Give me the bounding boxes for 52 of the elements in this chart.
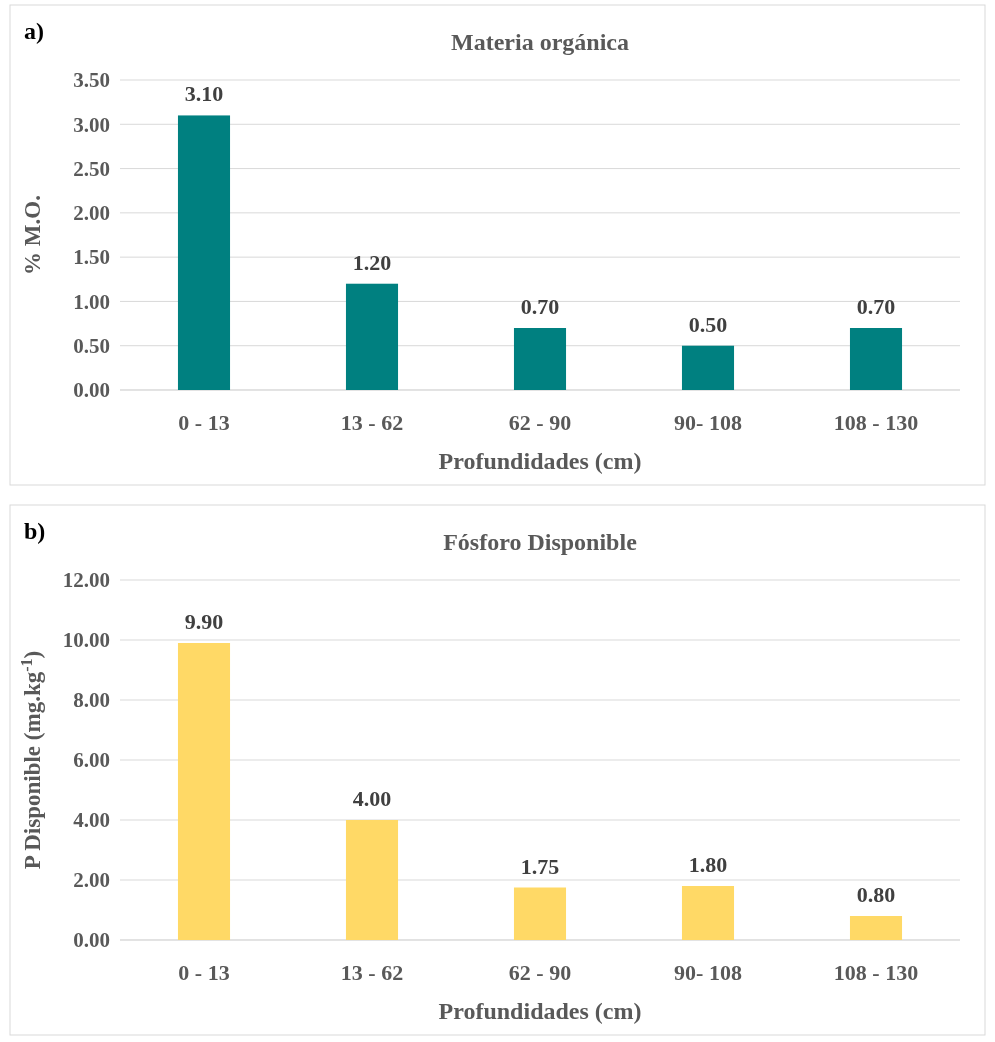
bar [513, 328, 567, 390]
text: b) [24, 518, 46, 544]
x-tick-label: 108 - 130 [833, 410, 919, 435]
data-label: 4.00 [352, 786, 392, 811]
bar [177, 115, 231, 390]
y-tick-label: 1.00 [73, 289, 110, 314]
bar [681, 345, 735, 390]
data-label: 0.80 [856, 882, 896, 907]
y-tick-label: 0.00 [73, 378, 110, 403]
chart-title: Fósforo Disponible [443, 529, 638, 555]
y-tick-label: 3.50 [73, 68, 110, 93]
bar [681, 886, 735, 940]
x-tick-label: 0 - 13 [178, 960, 230, 985]
bar [849, 916, 903, 940]
x-axis-title: Profundidades (cm) [438, 448, 642, 474]
data-label: 0.70 [856, 294, 896, 319]
data-label: 0.70 [520, 294, 560, 319]
bar [513, 887, 567, 940]
bar [849, 328, 903, 390]
data-label: 1.75 [520, 853, 560, 879]
data-label: 1.80 [688, 852, 728, 877]
y-tick-label: 8.00 [73, 688, 110, 713]
x-tick-label: 13 - 62 [340, 960, 404, 985]
y-tick-label: 2.00 [73, 868, 110, 893]
x-tick-label: 13 - 62 [340, 410, 404, 435]
chart-title: Materia orgánica [451, 29, 629, 55]
text: a) [24, 18, 44, 44]
bar [177, 643, 231, 940]
x-axis-title: Profundidades (cm) [438, 998, 642, 1024]
x-tick-label: 108 - 130 [833, 960, 919, 985]
x-tick-label: 90- 108 [674, 410, 742, 435]
bar [345, 283, 399, 390]
data-label: 1.20 [352, 249, 392, 275]
data-label: 0.50 [688, 311, 728, 337]
y-axis-title: % M.O. [20, 195, 45, 275]
y-tick-label: 6.00 [73, 748, 110, 773]
data-label: 9.90 [184, 609, 224, 634]
y-tick-label: 0.50 [73, 334, 110, 359]
y-tick-label: 3.00 [73, 112, 110, 137]
y-tick-label: 4.00 [73, 808, 110, 833]
x-tick-label: 62 - 90 [508, 410, 572, 435]
x-tick-label: 90- 108 [674, 960, 742, 985]
y-tick-label: 0.00 [73, 928, 110, 953]
x-tick-label: 0 - 13 [178, 410, 230, 435]
data-label: 3.10 [184, 81, 224, 107]
y-tick-label: 2.50 [73, 156, 110, 181]
y-tick-label: 10.00 [62, 628, 110, 653]
y-tick-label: 12.00 [62, 568, 110, 593]
x-tick-label: 62 - 90 [508, 960, 572, 985]
y-tick-label: 2.00 [73, 201, 110, 226]
y-tick-label: 1.50 [73, 245, 110, 270]
bar [345, 820, 399, 940]
